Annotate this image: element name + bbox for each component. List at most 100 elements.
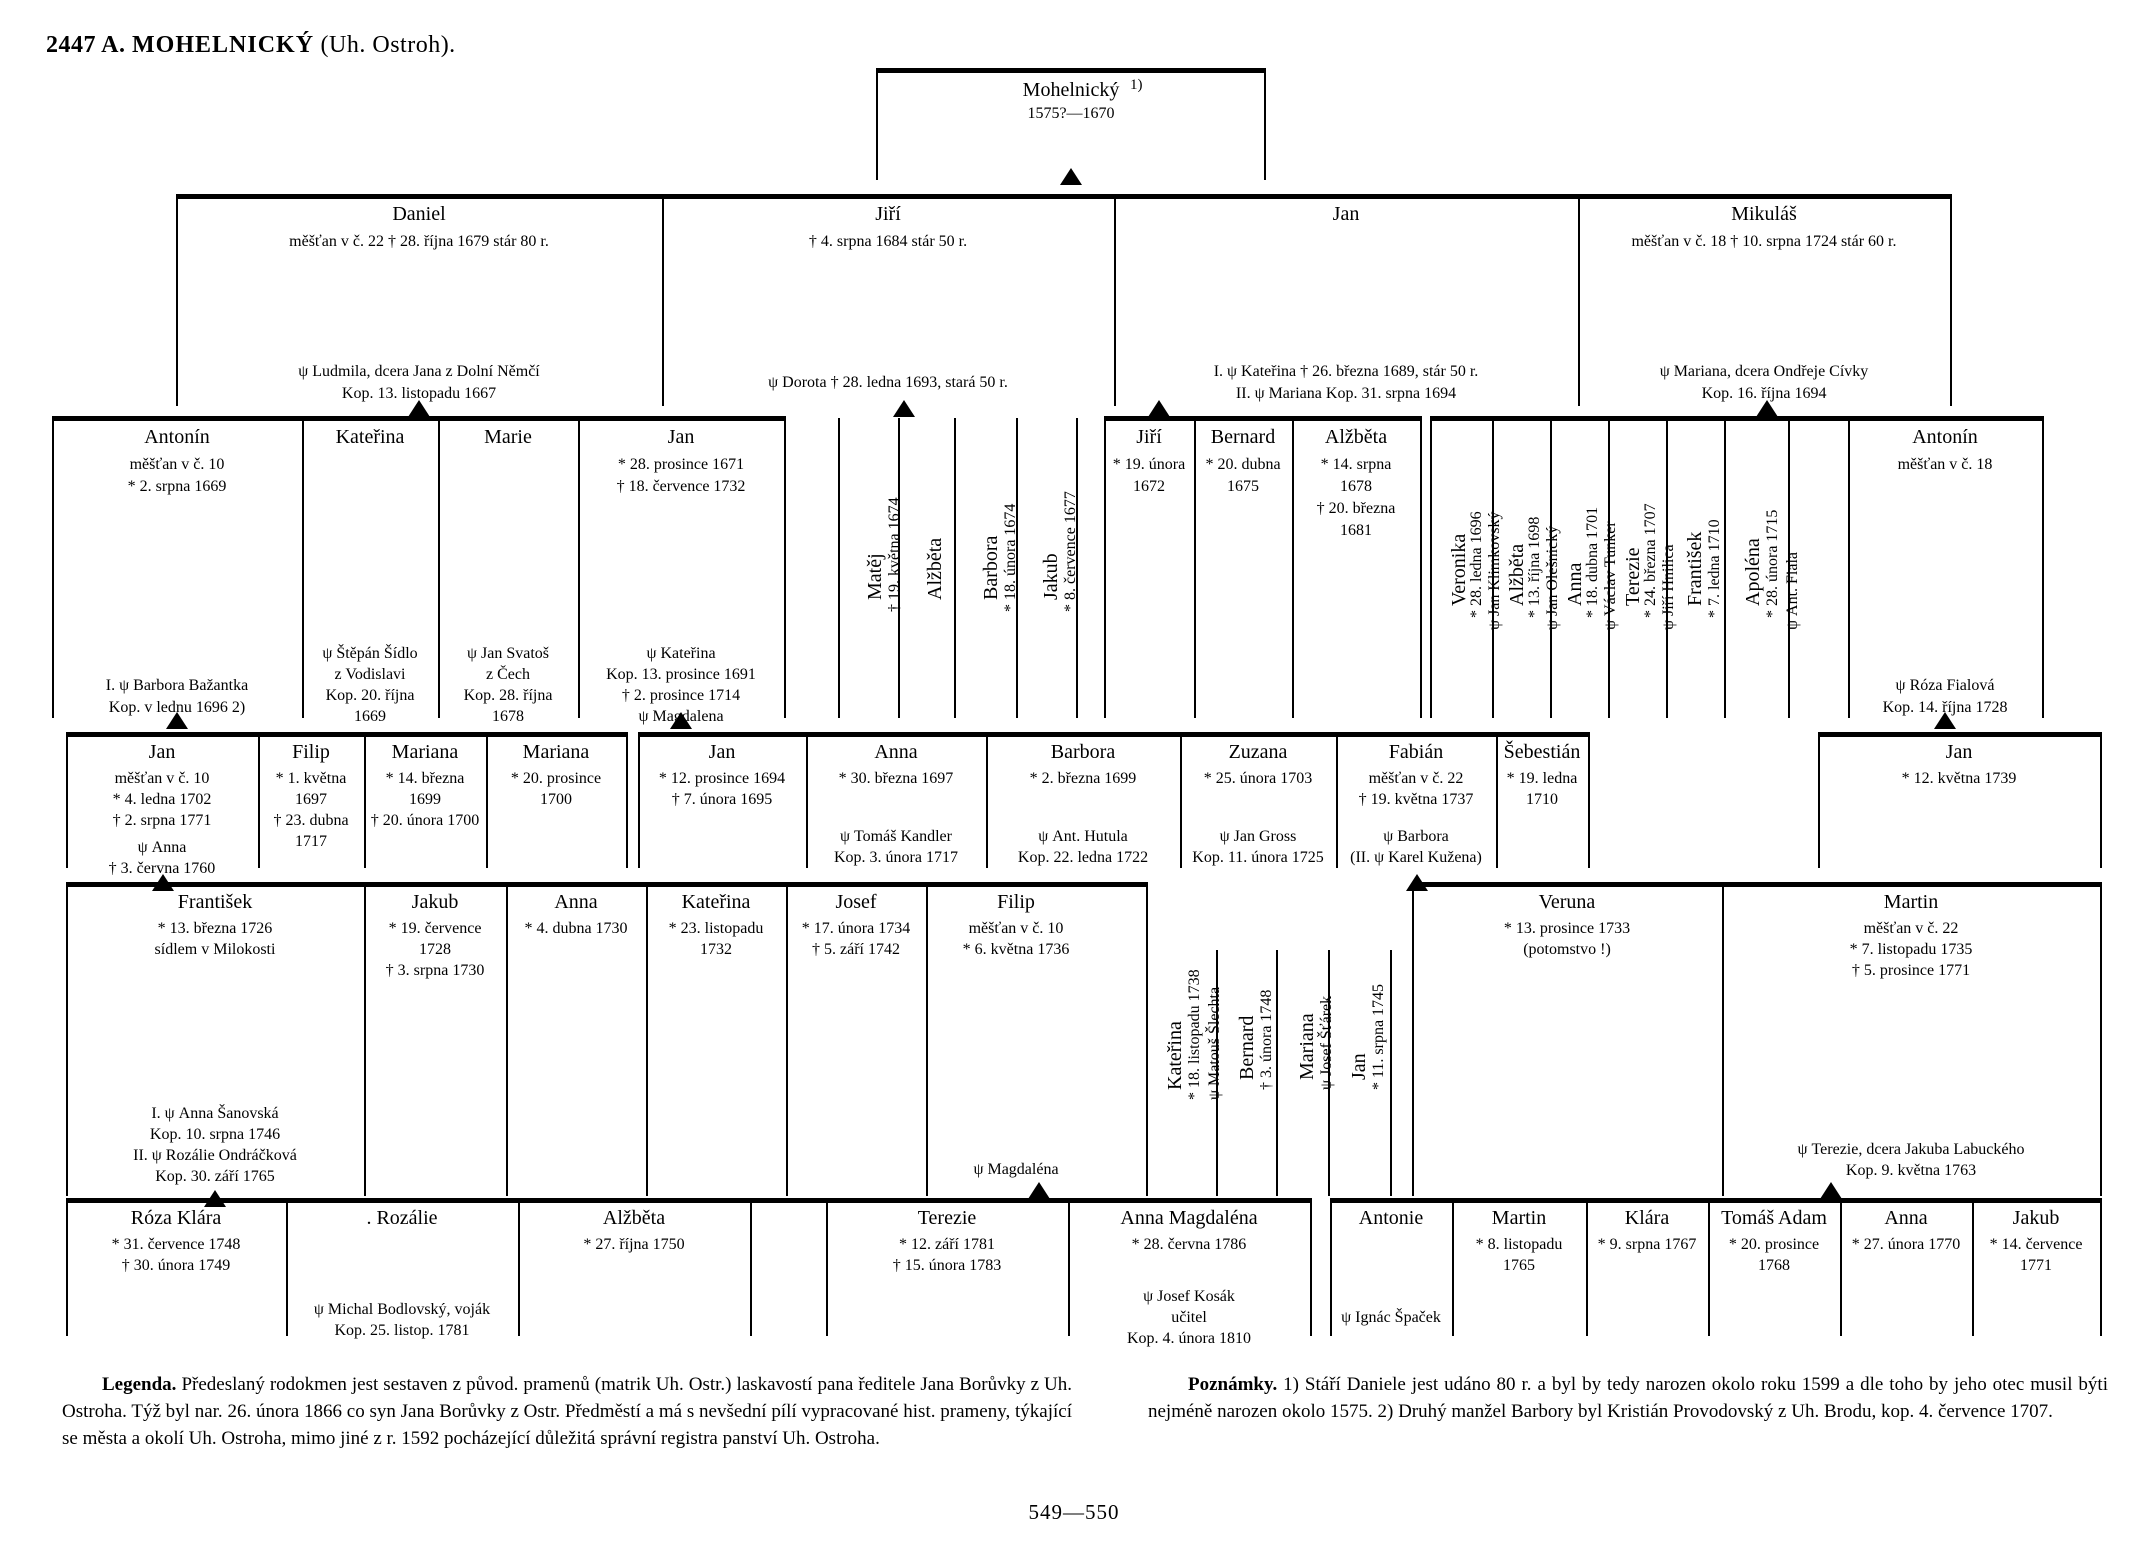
gen5a-name-0: František [177, 891, 253, 913]
page-number: 549—550 [1028, 1500, 1120, 1524]
gen2-div-3 [1578, 194, 1580, 406]
gen6b-name-0: Terezie [917, 1207, 977, 1229]
legend-text: Předeslaný rodokmen jest sestaven z půvo… [62, 1374, 1072, 1449]
gen5a-marr-0-3: Kop. 30. září 1765 [155, 1168, 275, 1185]
gen3b-name-2: Barbora [980, 535, 1002, 600]
gen6c-line-3-0: * 20. prosince [1728, 1236, 1820, 1253]
gen5b-line-1-2: † 5. prosince 1771 [1851, 962, 1971, 979]
gen5v-div-2 [1276, 950, 1278, 1196]
gen3a-top-rule [52, 416, 784, 421]
gen5a-line-1-1: 1728 [419, 941, 451, 958]
gen4a-name-2: Mariana [391, 741, 459, 763]
root-dates: 1575?—1670 [1027, 105, 1115, 122]
gen2-spouse-jan-1: I. ψ Kateřina † 26. března 1689, stár 50… [1213, 363, 1479, 380]
gen3a-line-3-1: † 18. července 1732 [616, 478, 746, 495]
gen2-name-mikulas: Mikuláš [1731, 203, 1797, 225]
root-connector-arrow [1060, 168, 1082, 185]
gen6c-div-4 [1840, 1198, 1842, 1336]
gen3d-date-3: * 24. března 1707 [1642, 503, 1659, 618]
gen5b-marr-1-0: ψ Terezie, dcera Jakuba Labuckého [1797, 1141, 2025, 1158]
gen3c-line-0-1: 1672 [1133, 478, 1165, 495]
gen3d-date-2: * 18. dubna 1701 [1584, 506, 1601, 618]
gen4b-marr-1-0: ψ Tomáš Kandler [840, 828, 952, 845]
gen6c-line-1-1: 1765 [1503, 1257, 1535, 1274]
gen3d-antonin-arrow [1934, 712, 1956, 729]
gen3c-line-2-3: 1681 [1340, 522, 1372, 539]
gen3d-date-0: * 28. ledna 1696 [1468, 511, 1485, 618]
gen4a-line-2-0: * 14. března [385, 770, 465, 787]
gen5b-div-1 [1722, 882, 1724, 1196]
gen6c-edge-right [2100, 1198, 2102, 1336]
page-heading-number: 2447 A. [46, 32, 126, 58]
gen6b-name-1: Anna Magdaléna [1120, 1207, 1258, 1229]
gen2-info-daniel: měšťan v č. 22 † 28. října 1679 stár 80 … [289, 233, 549, 250]
gen5a-marr-5-0: ψ Magdaléna [973, 1161, 1059, 1178]
gen4a-marr-0-1: † 3. června 1760 [108, 860, 216, 877]
gen6a-line-0-1: † 30. února 1749 [121, 1257, 231, 1274]
gen6c-top-rule [1330, 1198, 2100, 1203]
gen2-info-mikulas: měšťan v č. 18 † 10. srpna 1724 stár 60 … [1631, 233, 1897, 250]
gen6c-line-1-0: * 8. listopadu [1475, 1236, 1563, 1253]
gen4b-marr-4-0: ψ Barbora [1383, 828, 1449, 845]
gen3a-div-1 [302, 416, 304, 718]
gen4b-div-1 [806, 732, 808, 868]
root-box-top-rule [876, 68, 1266, 73]
gen3a-edge-left [52, 416, 54, 718]
page-heading-name: MOHELNICKÝ [132, 32, 315, 58]
gen3d-date-4: * 7. ledna 1710 [1706, 519, 1723, 618]
gen6a-line-0-0: * 31. července 1748 [111, 1236, 241, 1253]
gen3a-marr-1-1: z Vodislavi [334, 666, 406, 683]
gen4a-line-2-2: † 20. února 1700 [370, 812, 480, 829]
gen3c-edge-left [1104, 416, 1106, 718]
gen3d-date-5: * 28. února 1715 [1764, 509, 1781, 618]
gen3a-line-0-1: * 2. srpna 1669 [127, 478, 227, 495]
legend-block: Legenda. Předeslaný rodokmen jest sestav… [62, 1372, 1072, 1453]
gen6b-line-0-1: † 15. února 1783 [892, 1257, 1002, 1274]
gen4a-line-2-1: 1699 [409, 791, 441, 808]
root-name: Mohelnický [1022, 79, 1120, 101]
gen4b-line-5-1: 1710 [1526, 791, 1558, 808]
gen3b-div-1 [898, 418, 900, 718]
gen6c-div-1 [1452, 1198, 1454, 1336]
gen3b-name-3: Jakub [1040, 553, 1062, 600]
gen4b-name-4: Fabián [1388, 741, 1444, 763]
gen5b-line-0-0: * 13. prosince 1733 [1503, 920, 1631, 937]
gen3b-edge-right [1076, 418, 1078, 718]
gen4c-name: Jan [1945, 741, 1973, 763]
gen4a-line-1-3: 1717 [295, 833, 327, 850]
gen6c-div-2 [1586, 1198, 1588, 1336]
gen4a-div-3 [486, 732, 488, 868]
gen2-spouse-mikulas-2: Kop. 16. října 1694 [1701, 385, 1827, 402]
gen4b-marr-2-1: Kop. 22. ledna 1722 [1017, 849, 1149, 866]
gen2-edge-left [176, 194, 178, 406]
gen2-spouse-jan-2: II. ψ Mariana Kop. 31. srpna 1694 [1235, 385, 1457, 402]
gen6a-div-2 [518, 1198, 520, 1336]
gen6b-line-0-0: * 12. září 1781 [899, 1236, 995, 1253]
gen5a-name-3: Kateřina [681, 891, 751, 913]
gen3b-date-0: † 19. května 1674 [886, 497, 903, 612]
gen3a-name-1: Kateřina [335, 426, 405, 448]
gen3d-spouse-1: ψ Jan Olešnický [1544, 525, 1561, 630]
gen4a-line-0-0: měšťan v č. 10 [114, 770, 210, 787]
gen6c-name-5: Jakub [2012, 1207, 2060, 1229]
gen3a-marr-2-0: ψ Jan Svatoš [466, 645, 549, 662]
gen4a-name-1: Filip [292, 741, 330, 763]
gen6a-line-2-0: * 27. října 1750 [583, 1236, 685, 1253]
gen5b-arrow-1 [1820, 1182, 1842, 1199]
gen6c-line-5-0: * 14. července [1989, 1236, 2083, 1253]
gen4c-line-0: * 12. května 1739 [1901, 770, 2017, 787]
gen3d-edge-right [2042, 416, 2044, 718]
gen3c-line-1-0: * 20. dubna [1205, 456, 1281, 473]
gen6b-marr-1-0: ψ Josef Kosák [1143, 1288, 1235, 1305]
gen3a-arrow-0 [166, 712, 188, 729]
gen5b-edge-left [1412, 882, 1414, 1196]
gen4a-edge-left [66, 732, 68, 868]
gen3a-name-2: Marie [484, 426, 532, 448]
gen4a-name-0: Jan [148, 741, 176, 763]
gen3d-date-1: * 13. října 1698 [1526, 516, 1543, 618]
gen6c-name-0: Antonie [1358, 1207, 1424, 1229]
gen3a-marr-3-2: † 2. prosince 1714 [621, 687, 741, 704]
gen6b-edge-left [826, 1198, 828, 1336]
gen3a-marr-3-1: Kop. 13. prosince 1691 [606, 666, 756, 683]
gen5a-line-2-0: * 4. dubna 1730 [524, 920, 628, 937]
